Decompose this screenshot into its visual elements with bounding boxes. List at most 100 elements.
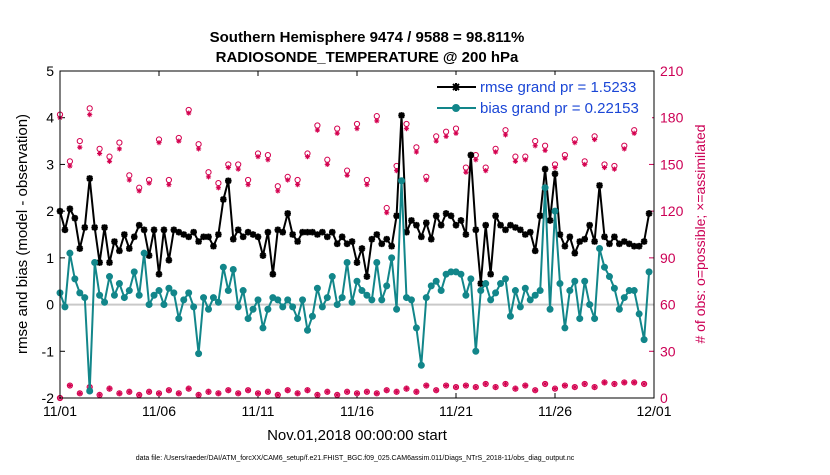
rmse-point — [640, 238, 648, 245]
rmse-point — [81, 224, 89, 231]
rmse-point — [482, 221, 489, 229]
rmse-point — [314, 231, 321, 238]
bias-point — [388, 254, 396, 262]
y2-tick-label: 30 — [660, 343, 676, 359]
rmse-point — [502, 226, 509, 234]
rmse-point — [71, 214, 79, 222]
obs-assimilated-marker — [374, 390, 380, 396]
y-tick-label: -2 — [42, 390, 55, 406]
rmse-point — [363, 273, 371, 280]
bias-point — [526, 296, 534, 304]
obs-assimilated-marker — [443, 133, 449, 139]
obs-possible-marker — [86, 105, 93, 112]
bias-point — [224, 287, 232, 295]
bias-point — [605, 273, 613, 281]
obs-assimilated-marker — [324, 389, 330, 395]
obs-assimilated-marker — [136, 188, 142, 194]
bias-point — [209, 294, 217, 302]
rmse-point — [190, 228, 197, 236]
rmse-point — [116, 247, 123, 255]
rmse-point — [368, 235, 376, 243]
rmse-point — [234, 226, 242, 234]
obs-assimilated-marker — [344, 172, 350, 178]
bias-point — [551, 207, 559, 215]
obs-assimilated-marker — [67, 163, 73, 169]
bias-point — [467, 275, 475, 283]
obs-assimilated-marker — [552, 386, 558, 392]
bias-point — [135, 291, 143, 299]
obs-assimilated-marker — [205, 174, 212, 180]
rmse-point — [328, 228, 336, 236]
obs-assimilated-marker — [483, 381, 489, 387]
obs-assimilated-marker — [592, 136, 598, 143]
rmse-point — [388, 242, 395, 250]
obs-assimilated-marker — [186, 110, 192, 116]
rmse-point — [155, 270, 163, 278]
rmse-point — [625, 240, 633, 248]
rmse-point — [180, 231, 188, 238]
bias-point — [284, 296, 292, 304]
bias-point — [506, 312, 514, 320]
bias-point — [610, 284, 618, 292]
obs-assimilated-marker — [493, 384, 499, 390]
rmse-point — [299, 228, 306, 236]
obs-assimilated-marker — [126, 389, 132, 395]
obs-assimilated-marker — [611, 166, 617, 172]
obs-assimilated-marker — [245, 182, 251, 188]
rmse-point — [536, 212, 544, 220]
obs-assimilated-marker — [106, 386, 113, 392]
rmse-point — [215, 231, 222, 238]
y-axis-label: rmse and bias (model - observation) — [14, 114, 31, 354]
rmse-point — [111, 238, 118, 245]
bias-point — [511, 287, 519, 295]
rmse-point — [130, 233, 138, 241]
rmse-point — [249, 231, 257, 238]
rmse-point — [616, 240, 623, 248]
obs-assimilated-marker — [245, 387, 251, 393]
rmse-point — [140, 226, 148, 234]
rmse-point — [635, 242, 643, 250]
bias-point — [160, 301, 168, 309]
bias-point — [353, 277, 361, 285]
rmse-point — [274, 226, 282, 234]
obs-assimilated-marker — [334, 130, 340, 136]
rmse-point — [423, 219, 430, 227]
obs-assimilated-marker — [196, 146, 202, 152]
rmse-point — [522, 231, 529, 238]
rmse-point — [309, 228, 316, 236]
rmse-point — [175, 228, 183, 236]
legend: rmse grand pr = 1.5233 bias grand pr = 0… — [432, 75, 652, 120]
bias-point — [86, 387, 94, 395]
bias-point — [91, 259, 99, 267]
bias-point — [110, 291, 118, 299]
x-tick-label: 11/01 — [43, 403, 77, 419]
bias-point — [200, 294, 208, 302]
x-tick-label: 11/16 — [340, 403, 374, 419]
rmse-point — [571, 249, 579, 257]
obs-assimilated-marker — [265, 389, 271, 395]
bias-point — [308, 312, 316, 320]
bias-point — [71, 275, 79, 283]
bias-point — [368, 296, 376, 304]
bias-point — [101, 298, 109, 306]
obs-assimilated-marker — [542, 381, 548, 387]
bias-point — [299, 296, 307, 304]
obs-assimilated-marker — [156, 140, 162, 146]
obs-assimilated-marker — [552, 164, 558, 171]
bias-point — [477, 287, 485, 295]
rmse-point — [269, 270, 277, 278]
rmse-point — [427, 235, 435, 243]
rmse-point — [319, 228, 326, 236]
obs-assimilated-marker — [225, 164, 231, 171]
obs-assimilated-marker — [512, 386, 518, 392]
obs-assimilated-marker — [67, 382, 73, 389]
bias-point — [497, 280, 505, 288]
rmse-point — [437, 221, 445, 229]
obs-assimilated-marker — [126, 177, 132, 183]
bias-point — [566, 287, 574, 295]
obs-assimilated-marker — [473, 157, 479, 163]
rmse-point — [289, 231, 296, 238]
obs-assimilated-marker — [542, 147, 548, 154]
obs-assimilated-marker — [453, 384, 459, 390]
